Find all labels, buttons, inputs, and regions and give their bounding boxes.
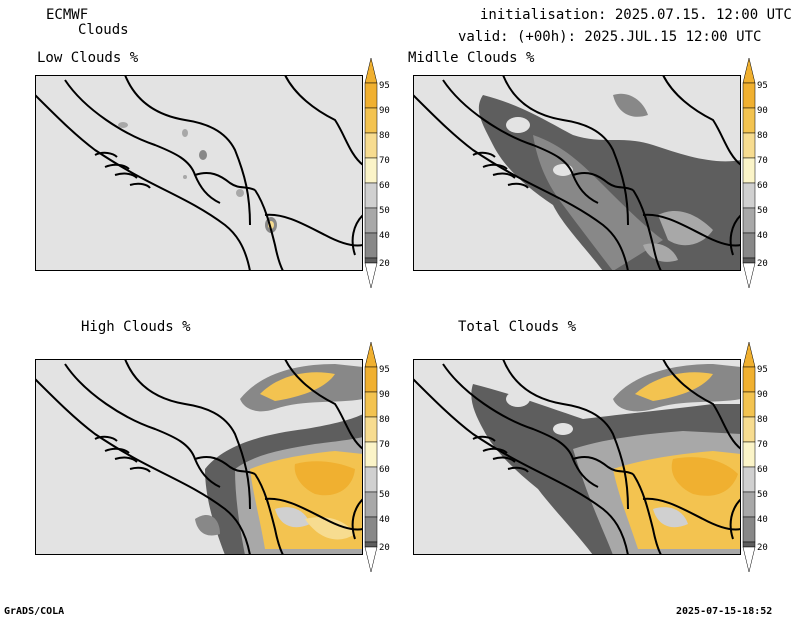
islands [94,151,151,189]
coastlines-and-borders [413,75,741,271]
panel-title-low: Low Clouds % [37,50,139,66]
panel-title-high: High Clouds % [81,319,191,335]
colorbar-label: 60 [757,465,768,475]
colorbar-label: 80 [757,415,768,425]
colorbar-label: 90 [757,106,768,116]
colorbar-total: 95 90 80 70 60 50 40 20 [742,342,768,572]
footer-timestamp: 2025-07-15-18:52 [676,606,773,617]
colorbar-label: 80 [379,131,390,141]
high-clouds-map [35,359,363,555]
init-time: initialisation: 2025.07.15. 12:00 UTC [480,7,792,23]
colorbar-label: 90 [379,390,390,400]
panel-title-total: Total Clouds % [458,319,577,335]
colorbar-label: 40 [379,515,390,525]
colorbar-label: 50 [757,206,768,216]
colorbar-label: 40 [757,515,768,525]
model-name: ECMWF [46,7,89,23]
colorbar-label: 50 [379,206,390,216]
colorbar-label: 95 [379,365,390,375]
colorbar-middle: 95 90 80 70 60 50 40 20 [742,58,768,288]
colorbar-label: 70 [379,440,390,450]
colorbar-label: 20 [757,543,768,553]
colorbar-label: 70 [757,440,768,450]
colorbar-label: 95 [757,365,768,375]
footer-software: GrADS/COLA [4,606,65,617]
colorbar-label: 50 [379,490,390,500]
colorbar-label: 70 [757,156,768,166]
colorbar-label: 60 [757,181,768,191]
colorbar-label: 80 [757,131,768,141]
total-clouds-map [413,359,741,555]
field-name: Clouds [78,22,129,38]
colorbar-label: 20 [379,259,390,269]
colorbar-label: 90 [379,106,390,116]
colorbar-label: 95 [757,81,768,91]
cloud-patches [471,364,741,555]
colorbar-label: 20 [379,543,390,553]
coastlines-and-borders [35,75,363,271]
colorbar-high: 95 90 80 70 60 50 40 20 [364,342,390,572]
colorbar-label: 40 [379,231,390,241]
colorbar-label: 40 [757,231,768,241]
colorbar-label: 80 [379,415,390,425]
colorbar-label: 70 [379,156,390,166]
colorbar-label: 50 [757,490,768,500]
middle-clouds-map [413,75,741,271]
colorbar-label: 95 [379,81,390,91]
colorbar-label: 90 [757,390,768,400]
cloud-patches [195,364,363,555]
colorbar-label: 60 [379,465,390,475]
low-clouds-map [35,75,363,271]
colorbar-low: 95 90 80 70 60 50 40 20 [364,58,390,288]
colorbar-label: 20 [757,259,768,269]
colorbar-label: 60 [379,181,390,191]
valid-time: valid: (+00h): 2025.JUL.15 12:00 UTC [458,29,762,45]
panel-title-middle: Midlle Clouds % [408,50,535,66]
